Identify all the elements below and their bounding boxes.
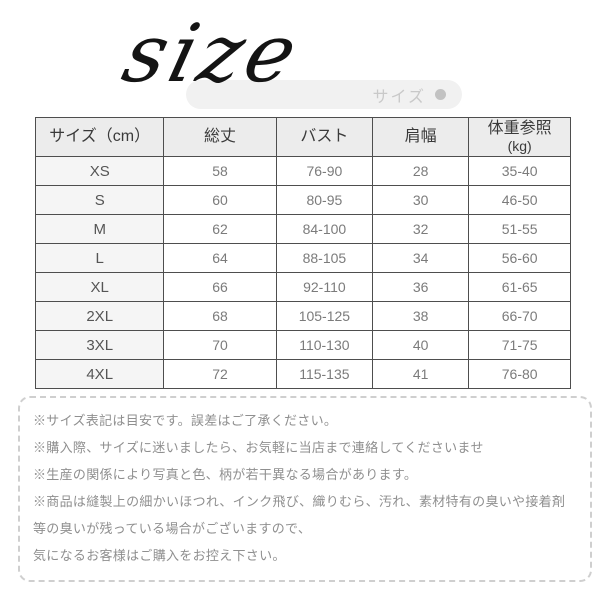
dot-icon	[435, 89, 446, 100]
cell-length: 70	[163, 330, 277, 360]
note-line: 等の臭いが残っている場合がございますので、	[33, 521, 312, 536]
col-header-weight: 体重参照 (kg)	[468, 117, 571, 157]
cell-weight: 46-50	[468, 185, 571, 215]
table-row: S 60 80-95 30 46-50	[34, 185, 571, 215]
table-row: 4XL 72 115-135 41 76-80	[34, 359, 571, 389]
cell-weight: 61-65	[468, 272, 571, 302]
cell-size: XS	[34, 156, 165, 186]
cell-weight: 66-70	[468, 301, 571, 331]
cell-bust: 110-130	[275, 330, 374, 360]
cell-bust: 80-95	[275, 185, 374, 215]
table-row: M 62 84-100 32 51-55	[34, 214, 571, 244]
cell-size: M	[34, 214, 165, 244]
col-header-length: 総丈	[163, 117, 277, 157]
cell-shoulder: 32	[372, 214, 470, 244]
note-line: 気になるお客様はご購入をお控え下さい。	[33, 548, 286, 563]
table-row: L 64 88-105 34 56-60	[34, 243, 571, 273]
cell-shoulder: 36	[372, 272, 470, 302]
cell-length: 58	[163, 156, 277, 186]
cell-shoulder: 30	[372, 185, 470, 215]
note-line: ※サイズ表記は目安です。誤差はご了承ください。	[33, 413, 338, 428]
size-pill-label: サイズ	[372, 88, 426, 106]
cell-length: 68	[163, 301, 277, 331]
cell-length: 62	[163, 214, 277, 244]
cell-size: L	[34, 243, 165, 273]
size-table: サイズ（cm） 総丈 バスト 肩幅 体重参照 (kg) XS 58 76-90 …	[34, 117, 571, 389]
cell-weight: 76-80	[468, 359, 571, 389]
cell-shoulder: 41	[372, 359, 470, 389]
table-header-row: サイズ（cm） 総丈 バスト 肩幅 体重参照 (kg)	[34, 117, 571, 157]
cell-weight: 51-55	[468, 214, 571, 244]
cell-length: 64	[163, 243, 277, 273]
cell-bust: 105-125	[275, 301, 374, 331]
cell-length: 72	[163, 359, 277, 389]
cell-size: S	[34, 185, 165, 215]
table-row: XL 66 92-110 36 61-65	[34, 272, 571, 302]
cell-weight: 71-75	[468, 330, 571, 360]
col-header-shoulder: 肩幅	[372, 117, 470, 157]
weight-unit-label: (kg)	[507, 138, 532, 155]
cell-shoulder: 34	[372, 243, 470, 273]
cell-weight: 56-60	[468, 243, 571, 273]
cell-size: 4XL	[34, 359, 165, 389]
size-script-title: size	[114, 7, 310, 100]
cell-shoulder: 40	[372, 330, 470, 360]
cell-shoulder: 28	[372, 156, 470, 186]
note-line: ※購入際、サイズに迷いましたら、お気軽に当店まで連絡してくださいませ	[33, 440, 484, 455]
cell-bust: 92-110	[275, 272, 374, 302]
table-row: 3XL 70 110-130 40 71-75	[34, 330, 571, 360]
cell-length: 66	[163, 272, 277, 302]
note-line: ※商品は縫製上の細かいほつれ、インク飛び、織りむら、汚れ、素材特有の臭いや接着剤	[33, 494, 566, 509]
cell-shoulder: 38	[372, 301, 470, 331]
note-line: ※生産の関係により写真と色、柄が若干異なる場合があります。	[33, 467, 418, 482]
col-header-size: サイズ（cm）	[34, 117, 165, 157]
cell-bust: 115-135	[275, 359, 374, 389]
cell-weight: 35-40	[468, 156, 571, 186]
table-row: 2XL 68 105-125 38 66-70	[34, 301, 571, 331]
cell-length: 60	[163, 185, 277, 215]
notes-box: ※サイズ表記は目安です。誤差はご了承ください。 ※購入際、サイズに迷いましたら、…	[18, 396, 592, 582]
cell-bust: 76-90	[275, 156, 374, 186]
cell-bust: 88-105	[275, 243, 374, 273]
cell-size: 3XL	[34, 330, 165, 360]
size-pill: サイズ	[186, 80, 462, 109]
col-header-bust: バスト	[275, 117, 374, 157]
cell-bust: 84-100	[275, 214, 374, 244]
cell-size: 2XL	[34, 301, 165, 331]
cell-size: XL	[34, 272, 165, 302]
table-row: XS 58 76-90 28 35-40	[34, 156, 571, 186]
